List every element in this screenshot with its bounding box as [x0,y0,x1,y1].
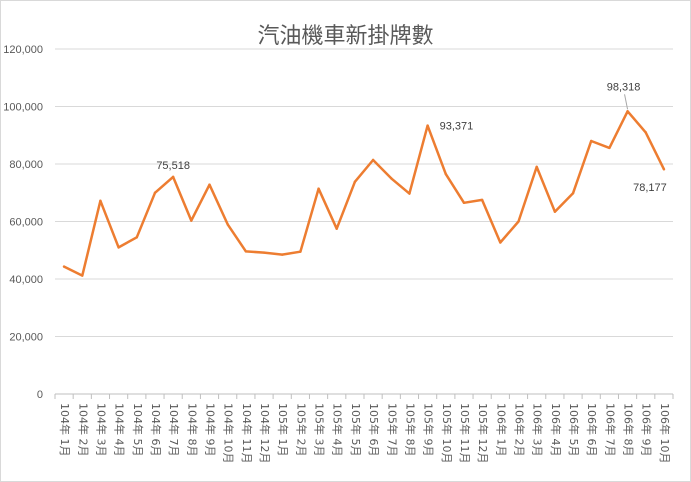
y-tick-label: 80,000 [9,159,43,171]
data-point [608,146,611,150]
data-point [426,124,429,127]
x-tick-label: 105年 2月 [294,403,308,457]
data-point [662,168,666,171]
y-tick-label: 100,000 [3,102,43,114]
data-point [244,250,248,253]
x-tick-label: 106年 1月 [494,403,508,456]
data-point [281,253,284,256]
data-point [553,210,557,213]
x-tick-label: 104年 6月 [149,403,163,457]
x-tick-label: 105年 8月 [403,403,417,457]
y-tick-label: 120,000 [3,44,43,56]
x-tick-label: 106年 3月 [531,403,545,457]
y-tick-label: 40,000 [9,274,43,286]
x-tick-label: 105年 7月 [385,403,399,457]
data-label-leader [624,94,629,110]
data-point [226,223,229,226]
data-point [117,246,120,249]
x-tick-label: 106年 6月 [585,403,599,457]
data-point [644,131,647,134]
data-point [480,198,484,202]
data-point [626,110,629,113]
x-tick-label: 105年 6月 [367,403,381,457]
x-tick-label: 104年 7月 [167,403,181,457]
data-point [371,158,375,162]
x-tick-label: 106年 8月 [622,403,636,457]
data-point [335,227,338,230]
data-label: 75,518 [156,160,190,172]
x-tick-label: 106年 4月 [549,403,563,457]
x-tick-label: 105年 12月 [476,403,490,464]
x-tick-label: 104年 5月 [131,403,145,457]
x-tick-label: 104年 8月 [185,403,199,457]
x-tick-label: 105年 1月 [276,403,290,457]
x-tick-label: 105年 3月 [313,403,327,457]
data-point [317,187,320,190]
x-tick-label: 106年 9月 [640,403,654,457]
x-tick-label: 104年 3月 [94,403,108,457]
data-point [444,172,447,176]
x-tick-label: 104年 1月 [58,403,72,457]
data-point [135,236,138,239]
data-point [353,180,357,184]
x-tick-label: 105年 9月 [422,403,436,457]
data-point [81,274,84,277]
y-tick-label: 0 [37,389,43,401]
x-tick-label: 105年 4月 [331,403,345,457]
data-point [535,165,538,169]
data-label: 78,177 [633,182,667,194]
data-label: 98,318 [607,81,641,93]
x-tick-label: 104年 10月 [222,403,236,464]
x-tick-label: 106年 5月 [567,403,581,457]
chart-title: 汽油機車新掛牌數 [257,24,434,49]
x-tick-label: 106年 2月 [513,403,527,457]
data-point [299,250,302,253]
data-point [571,192,575,195]
x-tick-label: 106年 10月 [658,403,672,464]
x-tick-label: 104年 4月 [113,403,127,457]
data-point [262,251,266,254]
series-line [62,110,666,277]
data-point [517,220,520,223]
x-tick-label: 105年 10月 [440,403,454,464]
y-tick-label: 20,000 [9,332,43,344]
data-point [153,191,157,194]
data-point [190,219,193,222]
data-point [99,199,102,202]
data-point [208,183,211,186]
data-label: 93,371 [440,121,474,133]
x-tick-label: 104年 9月 [204,403,218,457]
data-point [462,201,466,205]
data-point [171,175,175,179]
data-point [590,139,593,143]
data-point [408,192,411,195]
x-tick-label: 106年 7月 [603,403,617,457]
x-tick-label: 105年 5月 [349,403,363,457]
x-tick-label: 104年 12月 [258,403,272,464]
x-tick-label: 105年 11月 [458,403,472,464]
x-tick-label: 104年 2月 [76,403,90,457]
x-tick-label: 104年 11月 [240,403,254,464]
y-tick-label: 60,000 [9,217,43,229]
data-point [499,241,502,244]
data-point [390,177,393,180]
data-point [62,265,66,268]
